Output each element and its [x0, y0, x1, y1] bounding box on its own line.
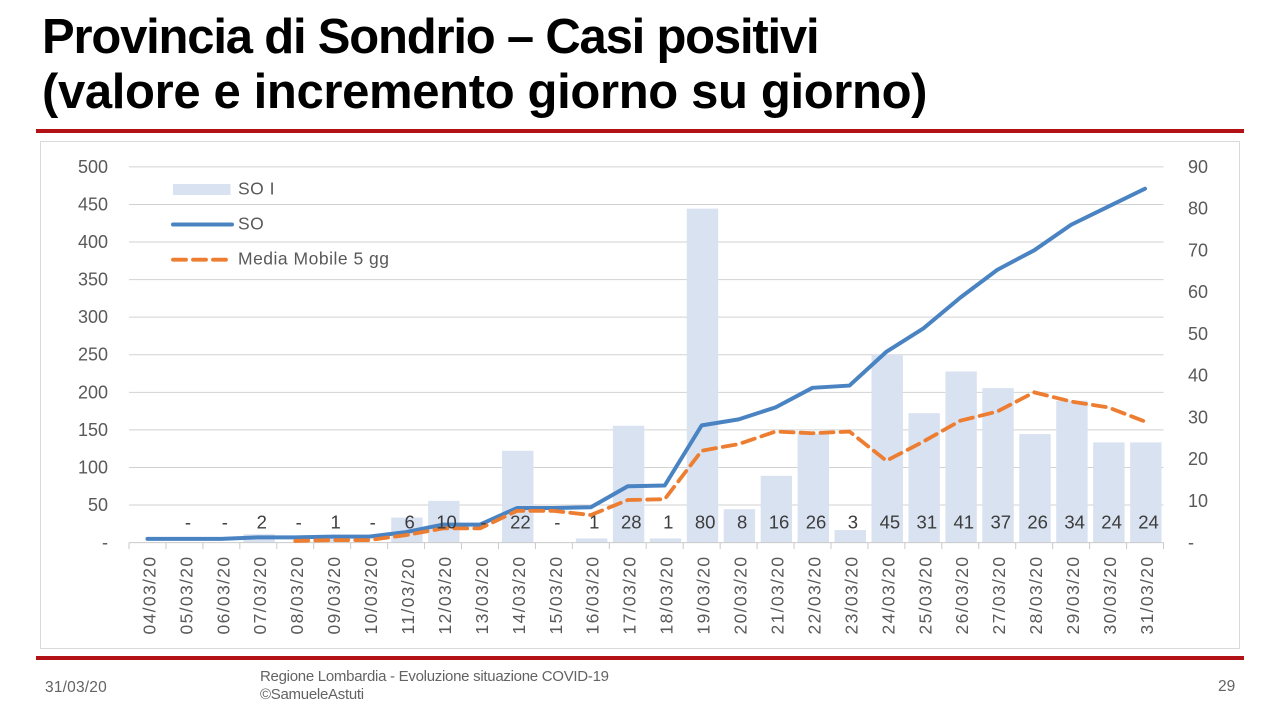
svg-text:1: 1 — [331, 512, 341, 533]
svg-text:24: 24 — [1138, 512, 1159, 533]
svg-text:20/03/20: 20/03/20 — [731, 556, 751, 635]
svg-text:60: 60 — [1188, 282, 1208, 302]
svg-text:28/03/20: 28/03/20 — [1026, 556, 1046, 635]
svg-text:8: 8 — [737, 512, 747, 533]
svg-text:04/03/20: 04/03/20 — [139, 556, 159, 635]
svg-text:09/03/20: 09/03/20 — [324, 556, 344, 635]
svg-text:30/03/20: 30/03/20 — [1100, 556, 1120, 635]
svg-text:90: 90 — [1188, 157, 1208, 177]
svg-text:2: 2 — [257, 512, 267, 533]
svg-text:-: - — [185, 512, 191, 533]
svg-text:08/03/20: 08/03/20 — [287, 556, 307, 635]
svg-text:23/03/20: 23/03/20 — [841, 556, 861, 635]
svg-text:1: 1 — [663, 512, 673, 533]
svg-text:07/03/20: 07/03/20 — [250, 556, 270, 635]
svg-text:24: 24 — [1101, 512, 1122, 533]
svg-text:12/03/20: 12/03/20 — [435, 556, 455, 635]
svg-text:05/03/20: 05/03/20 — [176, 556, 196, 635]
svg-text:SO: SO — [238, 213, 264, 233]
svg-text:15/03/20: 15/03/20 — [546, 556, 566, 635]
svg-text:18/03/20: 18/03/20 — [657, 556, 677, 635]
svg-text:500: 500 — [78, 157, 108, 177]
svg-text:37: 37 — [990, 512, 1011, 533]
svg-text:28: 28 — [621, 512, 642, 533]
svg-text:-: - — [296, 512, 302, 533]
svg-text:45: 45 — [880, 512, 901, 533]
svg-text:-: - — [102, 533, 108, 553]
svg-text:19/03/20: 19/03/20 — [694, 556, 714, 635]
svg-text:41: 41 — [954, 512, 975, 533]
svg-text:26: 26 — [1027, 512, 1048, 533]
svg-text:10: 10 — [436, 512, 457, 533]
svg-text:-: - — [554, 512, 560, 533]
svg-text:70: 70 — [1188, 240, 1208, 260]
svg-text:200: 200 — [78, 382, 108, 402]
svg-text:10/03/20: 10/03/20 — [361, 556, 381, 635]
svg-text:3: 3 — [848, 512, 858, 533]
svg-text:50: 50 — [88, 495, 108, 515]
svg-text:80: 80 — [1188, 199, 1208, 219]
svg-text:6: 6 — [404, 512, 414, 533]
svg-text:29/03/20: 29/03/20 — [1063, 556, 1083, 635]
svg-text:400: 400 — [78, 232, 108, 252]
svg-text:34: 34 — [1064, 512, 1085, 533]
svg-text:13/03/20: 13/03/20 — [472, 556, 492, 635]
svg-text:06/03/20: 06/03/20 — [213, 556, 233, 635]
svg-text:27/03/20: 27/03/20 — [989, 556, 1009, 635]
svg-text:300: 300 — [78, 307, 108, 327]
svg-text:-: - — [480, 512, 486, 533]
svg-text:10: 10 — [1188, 491, 1208, 511]
svg-text:450: 450 — [78, 194, 108, 214]
svg-text:80: 80 — [695, 512, 716, 533]
svg-text:250: 250 — [78, 345, 108, 365]
svg-text:150: 150 — [78, 420, 108, 440]
svg-text:-: - — [1188, 533, 1194, 553]
svg-text:-: - — [222, 512, 228, 533]
svg-text:22: 22 — [510, 512, 531, 533]
svg-text:24/03/20: 24/03/20 — [878, 556, 898, 635]
svg-text:20: 20 — [1188, 449, 1208, 469]
svg-text:22/03/20: 22/03/20 — [804, 556, 824, 635]
svg-text:40: 40 — [1188, 366, 1208, 386]
svg-text:26: 26 — [806, 512, 827, 533]
svg-text:31/03/20: 31/03/20 — [1137, 556, 1157, 635]
svg-text:100: 100 — [78, 457, 108, 477]
svg-text:31: 31 — [917, 512, 938, 533]
svg-text:21/03/20: 21/03/20 — [767, 556, 787, 635]
svg-text:14/03/20: 14/03/20 — [509, 556, 529, 635]
svg-text:16/03/20: 16/03/20 — [583, 556, 603, 635]
svg-text:26/03/20: 26/03/20 — [952, 556, 972, 635]
svg-text:16: 16 — [769, 512, 790, 533]
svg-text:50: 50 — [1188, 324, 1208, 344]
svg-text:-: - — [370, 512, 376, 533]
svg-text:17/03/20: 17/03/20 — [620, 556, 640, 635]
svg-text:Media Mobile 5 gg: Media Mobile 5 gg — [238, 248, 390, 268]
svg-text:11/03/20: 11/03/20 — [398, 557, 418, 635]
svg-text:30: 30 — [1188, 407, 1208, 427]
svg-text:SO I: SO I — [238, 178, 275, 198]
svg-text:350: 350 — [78, 270, 108, 290]
svg-text:1: 1 — [589, 512, 599, 533]
svg-text:25/03/20: 25/03/20 — [915, 556, 935, 635]
